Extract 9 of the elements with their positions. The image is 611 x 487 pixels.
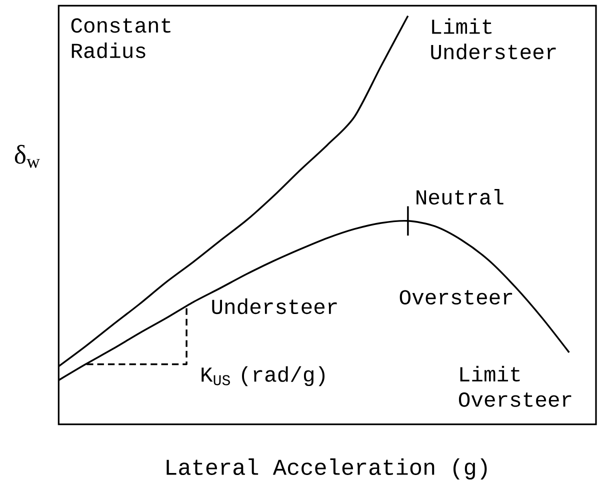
annotation: Limit Understeer [431,18,556,60]
annotation: Understeer [212,298,337,314]
annotation: Constant Radius [71,18,170,58]
annotation: K$_{US}$ (rad/g) [202,366,324,386]
annotation: Oversteer [400,290,512,305]
annotation: Limit Oversteer [458,366,572,408]
x-axis-title: Lateral Acceleration (g) [166,458,487,480]
y-axis-title: δ$_{w}$ [14,145,40,168]
annotation: Neutral [416,189,504,205]
